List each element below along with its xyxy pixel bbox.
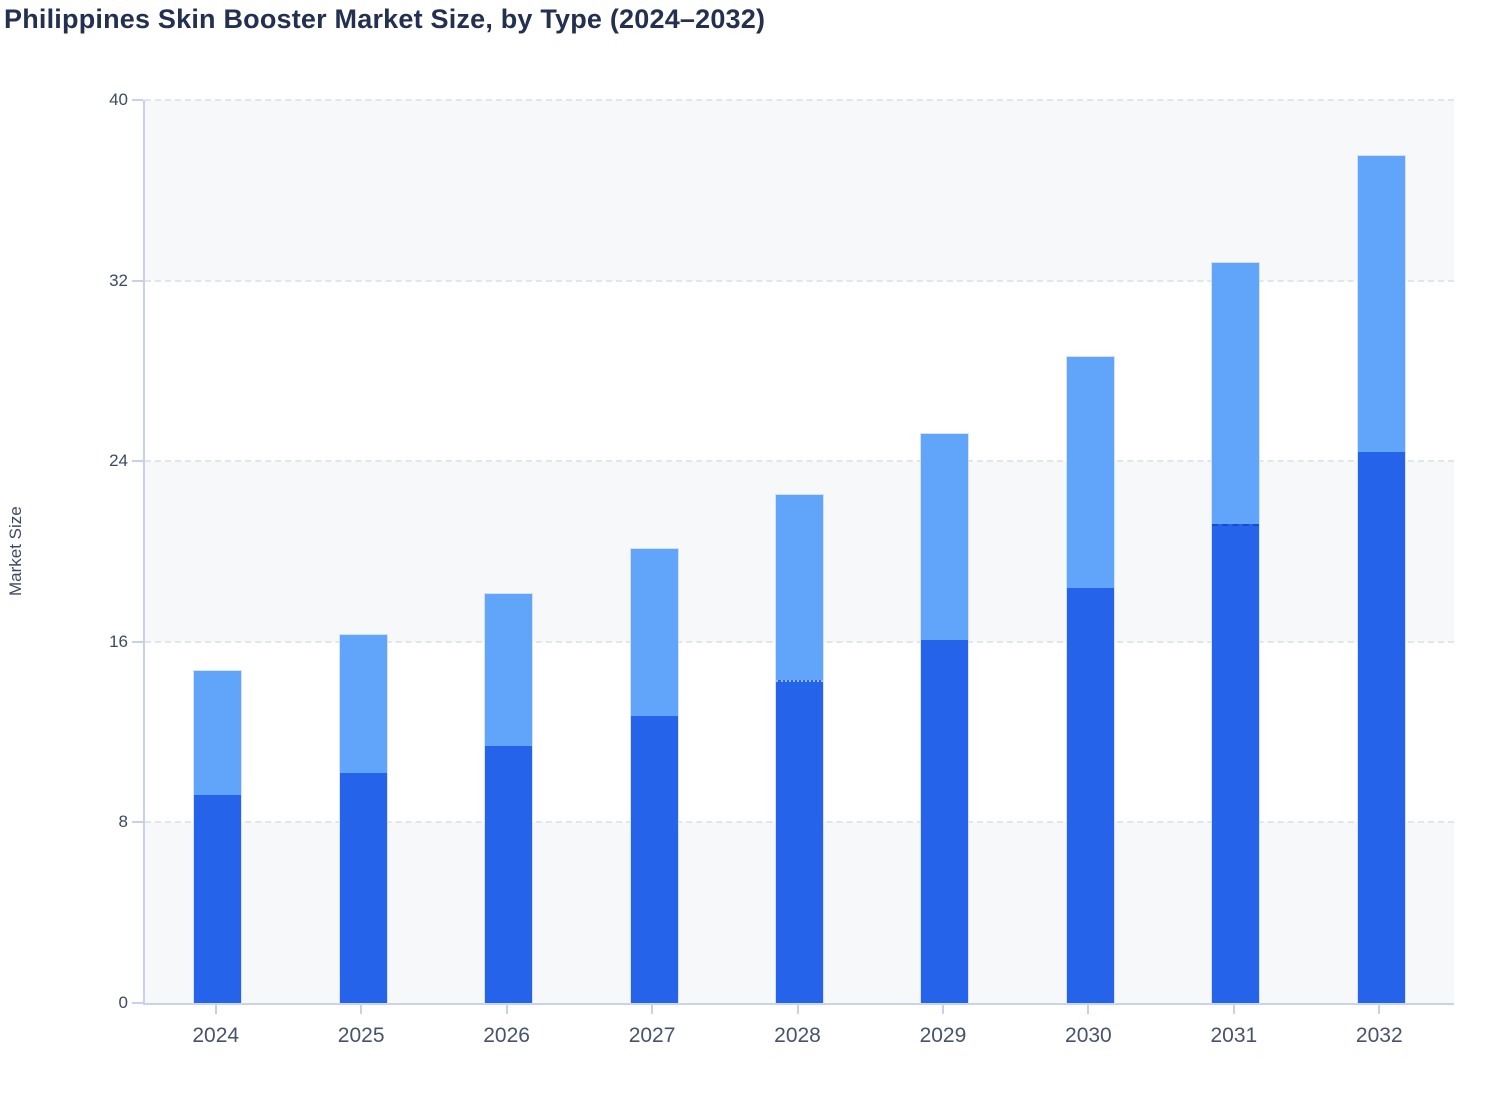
bar-2028[interactable]: [776, 495, 823, 1003]
bar-segment-dark-2032[interactable]: [1357, 452, 1405, 1003]
bar-2025[interactable]: [339, 635, 387, 1003]
x-tick-mark-2031: [1232, 1005, 1235, 1014]
y-tick-label-0: 0: [118, 993, 128, 1012]
bar-segment-dark-2026[interactable]: [485, 745, 533, 1003]
y-tick-label-32: 32: [109, 270, 128, 290]
gridline-y-32: [145, 279, 1454, 282]
x-tick-label-2027: 2027: [628, 1024, 676, 1047]
bar-segment-dark-2027[interactable]: [630, 716, 678, 1003]
x-tick-mark-2027: [651, 1005, 654, 1014]
x-tick-label-2031: 2031: [1210, 1024, 1258, 1047]
x-tick-label-2026: 2026: [483, 1024, 530, 1047]
y-axis-title: Market Size: [6, 506, 25, 597]
chart-title: Philippines Skin Booster Market Size, by…: [4, 4, 766, 34]
bar-segment-light-2029[interactable]: [921, 434, 969, 640]
bar-segment-dark-2028[interactable]: [776, 680, 823, 1003]
bar-2024[interactable]: [194, 671, 242, 1003]
gridline-y-40: [145, 99, 1454, 101]
bar-segment-light-2031[interactable]: [1212, 262, 1260, 525]
bar-segment-light-2030[interactable]: [1066, 357, 1114, 588]
y-tick-label-24: 24: [109, 451, 128, 471]
x-tick-label-2030: 2030: [1065, 1024, 1112, 1047]
x-tick-mark-2024: [214, 1005, 217, 1014]
bar-2029[interactable]: [921, 434, 969, 1003]
y-tick-label-16: 16: [109, 631, 128, 651]
bar-segment-light-2028[interactable]: [776, 495, 823, 681]
bar-segment-dark-2031[interactable]: [1212, 524, 1260, 1003]
y-tick-mark-0: [132, 1002, 143, 1004]
x-tick-mark-2026: [505, 1005, 508, 1014]
y-tick-label-8: 8: [118, 812, 128, 832]
bar-segment-dark-2030[interactable]: [1066, 587, 1114, 1003]
x-tick-label-2028: 2028: [774, 1024, 821, 1047]
bar-2030[interactable]: [1066, 357, 1114, 1003]
plot-area: [143, 99, 1454, 1005]
bar-segment-light-2025[interactable]: [339, 635, 387, 773]
y-tick-label-40: 40: [109, 90, 128, 109]
x-tick-mark-2030: [1087, 1005, 1090, 1014]
bar-segment-light-2026[interactable]: [485, 594, 533, 746]
x-tick-label-2029: 2029: [919, 1024, 967, 1047]
y-tick-mark-16: [132, 640, 143, 643]
y-tick-mark-8: [132, 821, 143, 824]
bar-segment-dark-2024[interactable]: [194, 795, 242, 1003]
y-tick-mark-24: [132, 460, 143, 463]
bar-segment-light-2032[interactable]: [1357, 156, 1405, 453]
bar-segment-dark-2025[interactable]: [339, 772, 387, 1003]
plot-band-32-40: [145, 100, 1454, 281]
bar-2026[interactable]: [485, 594, 533, 1003]
bar-segment-dark-2029[interactable]: [921, 639, 969, 1003]
x-tick-mark-2032: [1378, 1005, 1381, 1014]
x-tick-mark-2028: [796, 1005, 799, 1014]
gridline-y-24: [145, 460, 1454, 463]
bar-2027[interactable]: [630, 549, 678, 1003]
x-tick-label-2025: 2025: [337, 1024, 385, 1047]
x-tick-label-2032: 2032: [1355, 1024, 1403, 1047]
y-tick-mark-32: [132, 279, 143, 282]
bar-2031[interactable]: [1212, 262, 1260, 1003]
x-tick-label-2024: 2024: [192, 1024, 240, 1047]
y-tick-mark-40: [132, 99, 143, 101]
bar-2032[interactable]: [1357, 156, 1405, 1003]
bar-segment-light-2027[interactable]: [630, 549, 678, 717]
bar-segment-light-2024[interactable]: [194, 671, 242, 796]
x-tick-mark-2025: [360, 1005, 363, 1014]
x-tick-mark-2029: [941, 1005, 944, 1014]
